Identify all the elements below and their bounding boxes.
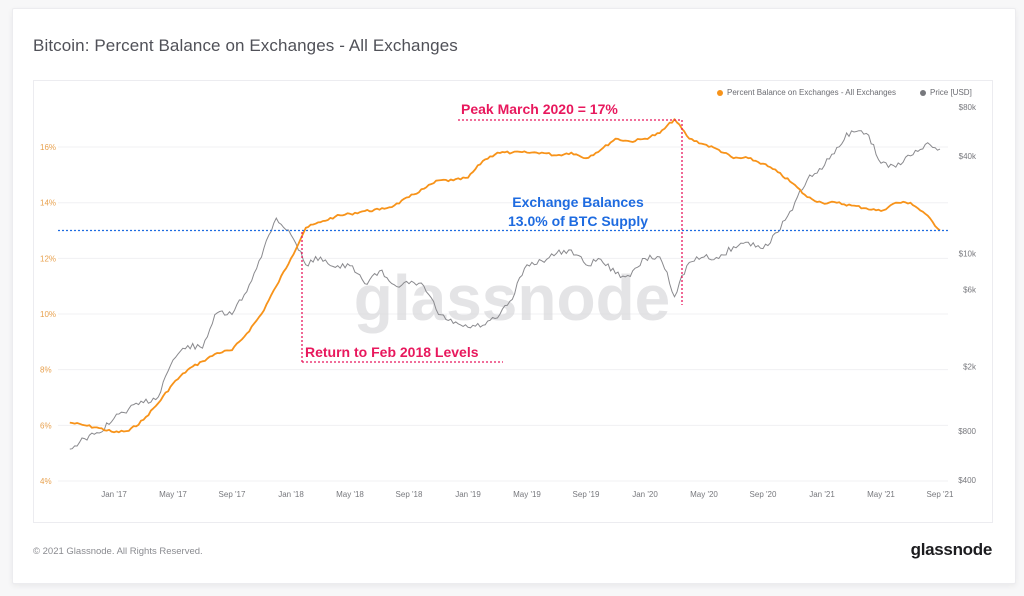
y-tick-right: $2k <box>963 363 977 372</box>
watermark: glassnode <box>354 262 671 334</box>
gridlines <box>58 146 948 482</box>
x-tick: May '17 <box>159 490 187 499</box>
annotation-current-line1: Exchange Balances <box>512 194 644 210</box>
price-line <box>69 130 941 450</box>
x-tick: Sep '17 <box>219 490 246 499</box>
x-tick: Jan '20 <box>632 490 658 499</box>
y-axis-left: 4% 6% 8% 10% 12% 14% 16% <box>40 143 56 486</box>
chart-title: Bitcoin: Percent Balance on Exchanges - … <box>33 36 458 55</box>
y-tick-left: 6% <box>40 421 52 430</box>
y-tick-right: $6k <box>963 285 977 294</box>
x-tick: May '18 <box>336 490 364 499</box>
y-tick-left: 12% <box>40 254 56 263</box>
x-tick: Jan '19 <box>455 490 481 499</box>
y-tick-right: $10k <box>959 249 977 258</box>
x-tick: Sep '18 <box>396 490 423 499</box>
y-tick-left: 8% <box>40 366 52 375</box>
legend-dot-gray-icon <box>920 89 926 96</box>
x-tick: Jan '17 <box>101 490 127 499</box>
copyright-text: © 2021 Glassnode. All Rights Reserved. <box>33 546 203 557</box>
annotation-return: Return to Feb 2018 Levels <box>305 344 479 360</box>
y-tick-right: $40k <box>959 152 977 161</box>
balance-line <box>69 118 941 434</box>
glassnode-logo[interactable]: glassnode <box>910 540 993 559</box>
x-tick: May '20 <box>690 490 718 499</box>
x-tick: May '21 <box>867 490 895 499</box>
x-tick: Sep '19 <box>573 490 600 499</box>
y-tick-right: $800 <box>958 427 976 436</box>
y-tick-left: 4% <box>40 477 52 486</box>
y-tick-right: $400 <box>958 476 976 485</box>
x-tick: Sep '20 <box>750 490 777 499</box>
legend-label-price: Price [USD] <box>930 88 972 97</box>
legend-label-balance: Percent Balance on Exchanges - All Excha… <box>727 88 896 97</box>
y-tick-right: $80k <box>959 103 977 112</box>
x-tick: May '19 <box>513 490 541 499</box>
y-tick-left: 10% <box>40 310 56 319</box>
x-axis: Jan '17 May '17 Sep '17 Jan '18 May '18 Sep '… <box>101 490 954 499</box>
annotation-current: Exchange Balances 13.0% of BTC Supply <box>498 193 658 231</box>
y-tick-left: 14% <box>40 199 56 208</box>
annotation-peak: Peak March 2020 = 17% <box>461 101 618 117</box>
x-tick: Jan '21 <box>809 490 835 499</box>
y-tick-left: 16% <box>40 143 56 152</box>
annotation-current-line2: 13.0% of BTC Supply <box>507 213 649 229</box>
x-tick: Sep '21 <box>927 490 954 499</box>
x-tick: Jan '18 <box>278 490 304 499</box>
legend-dot-orange-icon <box>717 89 723 96</box>
legend-item-balance[interactable]: Percent Balance on Exchanges - All Excha… <box>717 88 896 97</box>
legend-item-price[interactable]: Price [USD] <box>920 88 972 97</box>
y-axis-right: $400 $800 $2k $6k $10k $40k $80k <box>958 103 977 485</box>
